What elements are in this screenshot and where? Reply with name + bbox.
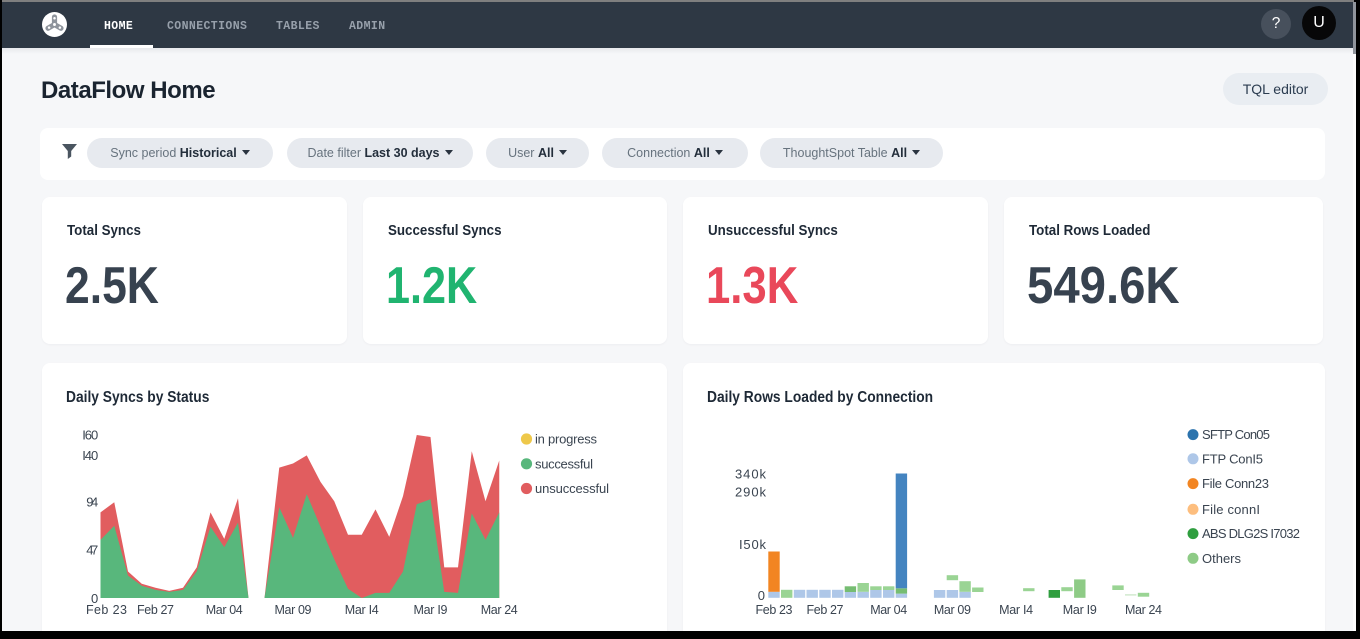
svg-text:290k: 290k — [735, 485, 767, 500]
svg-text:Mar 24: Mar 24 — [1125, 603, 1162, 617]
svg-text:0: 0 — [758, 588, 765, 603]
svg-text:Feb 27: Feb 27 — [807, 603, 844, 617]
svg-text:Others: Others — [1202, 551, 1242, 566]
svg-text:Mar 04: Mar 04 — [870, 603, 907, 617]
svg-text:0: 0 — [91, 591, 98, 606]
svg-text:File connI: File connI — [1202, 502, 1260, 517]
svg-text:successful: successful — [535, 456, 593, 471]
svg-text:Mar 04: Mar 04 — [206, 603, 243, 617]
svg-text:Feb 23: Feb 23 — [86, 603, 127, 617]
svg-text:SFTP Con05: SFTP Con05 — [1202, 427, 1270, 442]
svg-text:unsuccessful: unsuccessful — [535, 481, 609, 496]
svg-text:I60: I60 — [82, 428, 98, 443]
svg-text:94: 94 — [86, 495, 98, 510]
svg-text:I40: I40 — [82, 448, 98, 463]
svg-text:I50k: I50k — [739, 537, 767, 552]
svg-text:Feb 23: Feb 23 — [756, 603, 793, 617]
svg-text:in progress: in progress — [535, 432, 598, 447]
svg-text:File Conn23: File Conn23 — [1202, 476, 1269, 491]
svg-text:FTP ConI5: FTP ConI5 — [1202, 451, 1263, 466]
svg-text:Mar 09: Mar 09 — [934, 603, 971, 617]
svg-text:Mar I4: Mar I4 — [345, 603, 379, 617]
svg-text:340k: 340k — [735, 467, 767, 482]
svg-text:ABS DLG2S I7032: ABS DLG2S I7032 — [1202, 526, 1300, 541]
svg-text:Mar I9: Mar I9 — [1063, 603, 1097, 617]
svg-text:Mar I9: Mar I9 — [414, 603, 448, 617]
svg-text:Feb 27: Feb 27 — [137, 603, 174, 617]
svg-text:Mar I4: Mar I4 — [999, 603, 1033, 617]
svg-text:47: 47 — [86, 543, 98, 558]
svg-text:Mar 24: Mar 24 — [481, 603, 518, 617]
svg-text:Mar 09: Mar 09 — [275, 603, 312, 617]
